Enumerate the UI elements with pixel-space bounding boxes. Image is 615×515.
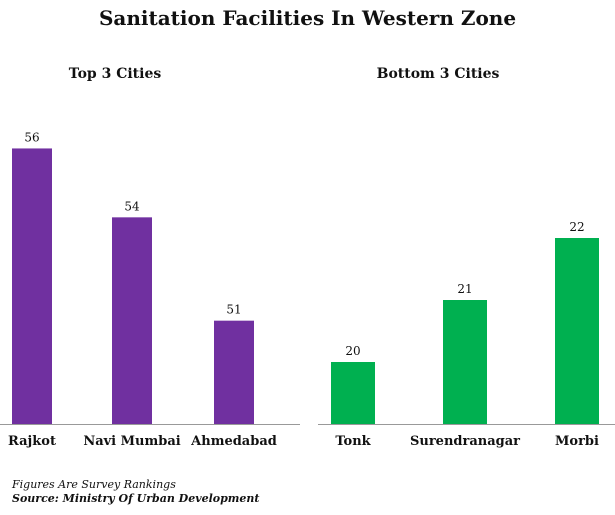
data-label-surendranagar: 21 xyxy=(457,282,472,296)
figures-note: Figures Are Survey Rankings xyxy=(12,478,176,491)
bar-rajkot xyxy=(12,148,52,424)
category-label-navi-mumbai: Navi Mumbai xyxy=(83,434,180,449)
data-label-ahmedabad: 51 xyxy=(226,303,241,317)
data-label-tonk: 20 xyxy=(345,344,360,358)
bottom-cities-subtitle: Bottom 3 Cities xyxy=(376,66,500,82)
category-label-morbi: Morbi xyxy=(555,434,599,449)
data-label-morbi: 22 xyxy=(569,220,584,234)
source-note: Source: Ministry Of Urban Development xyxy=(12,492,260,505)
charts-canvas: 56 Rajkot 54 Navi Mumbai 51 Ahmedabad 20 Tonk 21… xyxy=(0,130,615,449)
category-label-tonk: Tonk xyxy=(335,434,371,449)
bar-tonk xyxy=(331,362,375,424)
category-label-ahmedabad: Ahmedabad xyxy=(190,434,277,449)
chart-title: Sanitation Facilities In Western Zone xyxy=(98,6,517,30)
data-label-navi-mumbai: 54 xyxy=(124,199,140,213)
bar-surendranagar xyxy=(443,300,487,424)
category-label-rajkot: Rajkot xyxy=(8,434,56,449)
bar-ahmedabad xyxy=(214,320,254,424)
data-label-rajkot: 56 xyxy=(24,130,39,144)
category-label-surendranagar: Surendranagar xyxy=(410,434,520,449)
bar-navi-mumbai xyxy=(112,217,152,424)
bar-morbi xyxy=(555,238,599,424)
top-cities-subtitle: Top 3 Cities xyxy=(68,66,162,82)
